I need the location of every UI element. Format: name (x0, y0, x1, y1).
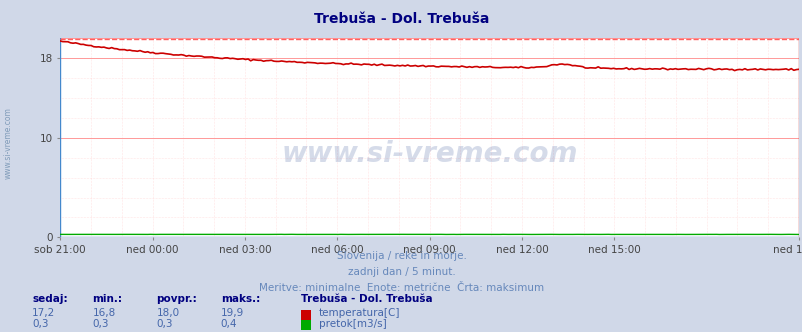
Text: www.si-vreme.com: www.si-vreme.com (281, 140, 577, 168)
Text: Trebuša - Dol. Trebuša: Trebuša - Dol. Trebuša (314, 12, 488, 26)
Text: pretok[m3/s]: pretok[m3/s] (318, 319, 386, 329)
Text: 0,4: 0,4 (221, 319, 237, 329)
Text: Slovenija / reke in morje.: Slovenija / reke in morje. (336, 251, 466, 261)
Text: 18,0: 18,0 (156, 308, 180, 318)
Text: www.si-vreme.com: www.si-vreme.com (3, 107, 13, 179)
Text: Trebuša - Dol. Trebuša: Trebuša - Dol. Trebuša (301, 294, 432, 304)
Text: Meritve: minimalne  Enote: metrične  Črta: maksimum: Meritve: minimalne Enote: metrične Črta:… (258, 283, 544, 292)
Text: povpr.:: povpr.: (156, 294, 197, 304)
Text: zadnji dan / 5 minut.: zadnji dan / 5 minut. (347, 267, 455, 277)
Text: sedaj:: sedaj: (32, 294, 67, 304)
Text: maks.:: maks.: (221, 294, 260, 304)
Text: 19,9: 19,9 (221, 308, 244, 318)
Text: min.:: min.: (92, 294, 122, 304)
Text: 0,3: 0,3 (32, 319, 49, 329)
Text: 17,2: 17,2 (32, 308, 55, 318)
Text: 0,3: 0,3 (92, 319, 109, 329)
Text: 0,3: 0,3 (156, 319, 173, 329)
Text: temperatura[C]: temperatura[C] (318, 308, 399, 318)
Text: 16,8: 16,8 (92, 308, 115, 318)
